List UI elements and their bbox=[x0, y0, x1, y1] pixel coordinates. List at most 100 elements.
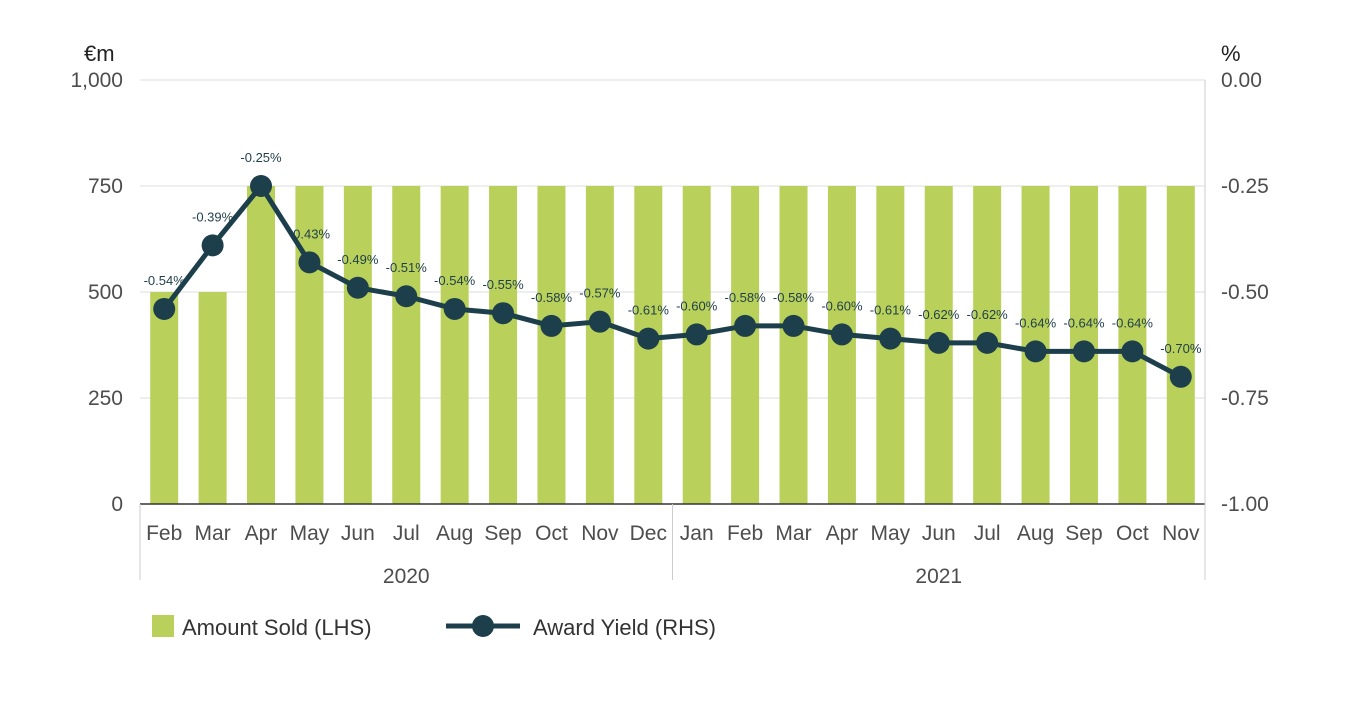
yield-data-label: -0.58% bbox=[725, 290, 767, 305]
yield-point bbox=[298, 251, 321, 274]
yield-point bbox=[250, 175, 273, 197]
bar bbox=[392, 186, 421, 504]
yield-data-label: -0.25% bbox=[240, 150, 282, 165]
yield-data-label: -0.64% bbox=[1063, 315, 1105, 330]
yield-point bbox=[685, 323, 708, 346]
yield-data-label: -0.61% bbox=[870, 303, 912, 318]
x-tick-label: Nov bbox=[581, 522, 619, 545]
yield-data-label: -0.51% bbox=[386, 260, 428, 275]
yield-point bbox=[346, 276, 369, 299]
yield-data-label: -0.64% bbox=[1112, 315, 1154, 330]
yield-point bbox=[153, 297, 176, 320]
x-tick-label: Apr bbox=[826, 522, 859, 545]
x-tick-label: Apr bbox=[245, 522, 278, 545]
x-tick-label: Mar bbox=[775, 522, 811, 545]
bar bbox=[779, 186, 808, 504]
yield-point bbox=[588, 310, 611, 333]
y-left-unit: €m bbox=[84, 41, 115, 66]
x-tick-label: Oct bbox=[535, 522, 568, 545]
bar bbox=[247, 186, 276, 504]
y-left-tick-label: 750 bbox=[88, 175, 123, 198]
yield-point bbox=[1169, 365, 1192, 388]
yield-point bbox=[976, 331, 999, 354]
y-left-tick-label: 0 bbox=[111, 493, 123, 516]
yield-point bbox=[1072, 340, 1095, 363]
legend-bar-swatch bbox=[152, 615, 174, 637]
bar bbox=[731, 186, 760, 504]
bar bbox=[198, 292, 227, 504]
yield-data-label: -0.70% bbox=[1160, 341, 1202, 356]
x-tick-label: Jul bbox=[974, 522, 1001, 545]
yield-data-label: -0.54% bbox=[434, 273, 476, 288]
legend-line-label: Award Yield (RHS) bbox=[533, 615, 716, 640]
y-right-tick-label: 0.00 bbox=[1221, 69, 1262, 92]
x-tick-label: Jun bbox=[922, 522, 956, 545]
yield-point bbox=[443, 297, 466, 320]
yield-point bbox=[879, 327, 902, 350]
yield-data-label: -0.60% bbox=[676, 298, 718, 313]
yield-data-label: -0.58% bbox=[531, 290, 573, 305]
x-tick-label: Nov bbox=[1162, 522, 1200, 545]
legend-bar-label: Amount Sold (LHS) bbox=[182, 615, 372, 640]
bar bbox=[440, 186, 469, 504]
x-tick-label: Mar bbox=[195, 522, 231, 545]
x-tick-label: May bbox=[290, 522, 330, 545]
yield-point bbox=[782, 314, 805, 337]
y-right-tick-label: -0.75 bbox=[1221, 387, 1269, 410]
x-tick-label: Aug bbox=[436, 522, 473, 545]
yield-point bbox=[201, 234, 224, 257]
bar bbox=[585, 186, 614, 504]
bar bbox=[537, 186, 566, 504]
yield-point bbox=[492, 302, 515, 325]
year-label: 2020 bbox=[383, 565, 430, 588]
yield-data-label: -0.49% bbox=[337, 252, 379, 267]
x-tick-label: Jun bbox=[341, 522, 375, 545]
year-label: 2021 bbox=[915, 565, 962, 588]
bar bbox=[489, 186, 518, 504]
x-tick-label: May bbox=[870, 522, 910, 545]
yield-data-label: -0.60% bbox=[821, 298, 863, 313]
y-right-tick-label: -0.50 bbox=[1221, 281, 1269, 304]
x-tick-label: Sep bbox=[1065, 522, 1102, 545]
y-left-tick-label: 500 bbox=[88, 281, 123, 304]
yield-point bbox=[540, 314, 563, 337]
y-right-tick-label: -1.00 bbox=[1221, 493, 1269, 516]
x-tick-label: Aug bbox=[1017, 522, 1054, 545]
yield-point bbox=[395, 285, 418, 308]
yield-data-label: -0.62% bbox=[918, 307, 960, 322]
yield-point bbox=[1024, 340, 1047, 363]
x-tick-label: Jan bbox=[680, 522, 714, 545]
x-tick-label: Feb bbox=[146, 522, 182, 545]
x-tick-label: Jul bbox=[393, 522, 420, 545]
yield-point bbox=[830, 323, 853, 346]
bar bbox=[295, 186, 324, 504]
yield-point bbox=[734, 314, 757, 337]
yield-data-label: -0.61% bbox=[628, 303, 670, 318]
x-tick-label: Oct bbox=[1116, 522, 1149, 545]
y-left-tick-label: 250 bbox=[88, 387, 123, 410]
yield-data-label: -0.55% bbox=[482, 277, 524, 292]
legend-line-marker bbox=[472, 615, 494, 637]
x-tick-label: Dec bbox=[630, 522, 667, 545]
yield-data-label: -0.43% bbox=[289, 226, 331, 241]
yield-point bbox=[637, 327, 660, 350]
bar bbox=[343, 186, 372, 504]
yield-point bbox=[1121, 340, 1144, 363]
yield-point bbox=[927, 331, 950, 354]
x-tick-label: Feb bbox=[727, 522, 763, 545]
yield-data-label: -0.62% bbox=[967, 307, 1009, 322]
yield-data-label: -0.64% bbox=[1015, 315, 1057, 330]
yield-data-label: -0.58% bbox=[773, 290, 815, 305]
yield-data-label: -0.39% bbox=[192, 209, 234, 224]
x-tick-label: Sep bbox=[484, 522, 521, 545]
yield-line bbox=[162, 183, 1182, 380]
yield-data-label: -0.57% bbox=[579, 286, 621, 301]
y-left-tick-label: 1,000 bbox=[70, 69, 123, 92]
bar bbox=[150, 292, 179, 504]
y-right-unit: % bbox=[1221, 41, 1241, 66]
yield-data-label: -0.54% bbox=[144, 273, 186, 288]
y-right-tick-label: -0.25 bbox=[1221, 175, 1269, 198]
bar bbox=[1166, 186, 1195, 504]
